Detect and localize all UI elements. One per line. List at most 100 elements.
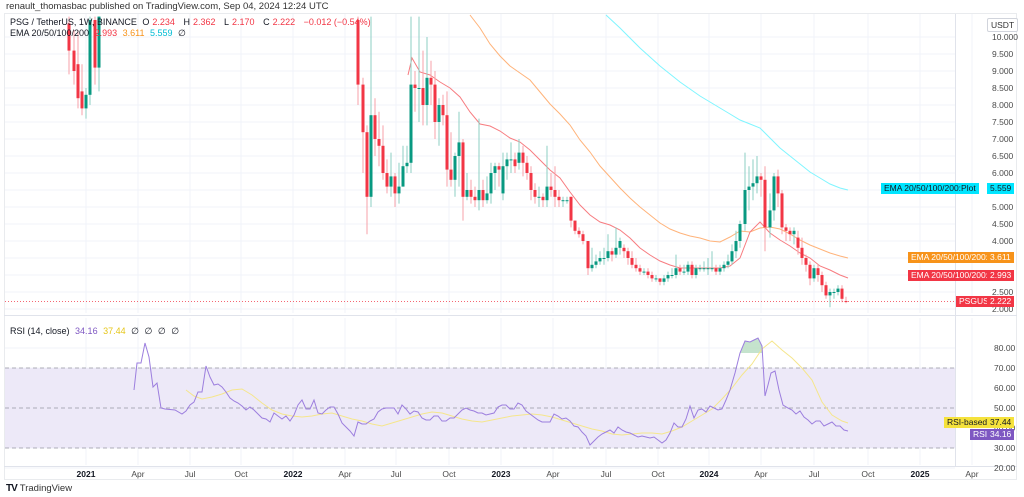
candle[interactable]: [473, 196, 477, 201]
candle[interactable]: [573, 220, 577, 231]
candle[interactable]: [751, 183, 755, 187]
candle[interactable]: [577, 230, 581, 235]
candle[interactable]: [844, 301, 848, 303]
candle[interactable]: [88, 20, 92, 95]
candle[interactable]: [747, 186, 751, 190]
candle[interactable]: [630, 258, 634, 265]
candle[interactable]: [80, 91, 84, 109]
candle[interactable]: [586, 241, 590, 269]
candle[interactable]: [397, 186, 401, 194]
ema-legend[interactable]: EMA 20/50/100/200 2.993 3.611 5.559 ∅: [10, 28, 189, 39]
candle[interactable]: [755, 176, 759, 184]
candle[interactable]: [76, 64, 80, 99]
candle[interactable]: [565, 200, 569, 202]
candle[interactable]: [553, 190, 557, 197]
candle[interactable]: [557, 196, 561, 201]
footer-brand[interactable]: TV TradingView: [6, 483, 72, 494]
candle[interactable]: [694, 268, 698, 275]
candle[interactable]: [776, 176, 780, 194]
candle[interactable]: [710, 268, 714, 270]
candle[interactable]: [622, 247, 626, 252]
candle[interactable]: [602, 258, 606, 259]
rsi-legend[interactable]: RSI (14, close) 34.16 37.44 ∅ ∅ ∅ ∅: [10, 326, 182, 337]
candle[interactable]: [690, 264, 694, 275]
candle[interactable]: [832, 292, 836, 293]
candle[interactable]: [706, 268, 710, 270]
candle[interactable]: [722, 264, 726, 269]
candle[interactable]: [618, 241, 622, 248]
candle[interactable]: [666, 275, 670, 279]
candle[interactable]: [445, 115, 449, 170]
candle[interactable]: [788, 230, 792, 235]
candle[interactable]: [800, 247, 804, 258]
candle[interactable]: [581, 234, 585, 241]
candle[interactable]: [812, 268, 816, 279]
candle[interactable]: [93, 20, 97, 68]
candle[interactable]: [670, 275, 674, 276]
candle[interactable]: [517, 152, 521, 163]
candle[interactable]: [646, 271, 650, 275]
candle[interactable]: [594, 261, 598, 265]
candle[interactable]: [808, 264, 812, 279]
candle[interactable]: [772, 176, 776, 211]
time-axis[interactable]: 2021 Apr Jul Oct 2022 Apr Jul Oct 2023 Apr Jul Oct 2…: [77, 469, 979, 479]
candle[interactable]: [537, 196, 541, 198]
candle[interactable]: [804, 258, 808, 265]
candle[interactable]: [465, 190, 469, 197]
candle[interactable]: [509, 159, 513, 161]
candle[interactable]: [678, 268, 682, 272]
candle[interactable]: [493, 166, 497, 173]
candle[interactable]: [541, 196, 545, 201]
candle[interactable]: [505, 159, 509, 167]
candle[interactable]: [497, 166, 501, 170]
candle[interactable]: [501, 166, 505, 194]
candle[interactable]: [768, 210, 772, 228]
candle[interactable]: [714, 268, 718, 272]
candle[interactable]: [393, 176, 397, 194]
candle[interactable]: [401, 166, 405, 187]
candle[interactable]: [457, 142, 461, 156]
candle[interactable]: [533, 190, 537, 197]
candle[interactable]: [658, 278, 662, 282]
candle[interactable]: [674, 268, 678, 275]
candle[interactable]: [730, 251, 734, 262]
candle[interactable]: [361, 84, 365, 133]
candle[interactable]: [734, 241, 738, 252]
candle[interactable]: [461, 142, 465, 197]
candle[interactable]: [796, 237, 800, 248]
candle[interactable]: [702, 268, 706, 270]
candle[interactable]: [381, 145, 385, 173]
candle[interactable]: [738, 224, 742, 241]
candle[interactable]: [485, 193, 489, 201]
candle[interactable]: [763, 179, 767, 228]
candle[interactable]: [449, 169, 453, 180]
candle[interactable]: [425, 77, 429, 105]
candle[interactable]: [610, 251, 614, 255]
candle[interactable]: [481, 190, 485, 201]
candle[interactable]: [521, 152, 525, 163]
currency-button[interactable]: USDT: [987, 18, 1019, 32]
candle[interactable]: [650, 275, 654, 279]
candle[interactable]: [385, 173, 389, 187]
candle[interactable]: [816, 268, 820, 275]
candle[interactable]: [598, 258, 602, 262]
candle[interactable]: [377, 139, 381, 146]
candle[interactable]: [441, 105, 445, 116]
candle[interactable]: [369, 115, 373, 197]
candle[interactable]: [828, 292, 832, 296]
candle[interactable]: [469, 190, 473, 197]
candle[interactable]: [529, 173, 533, 190]
candle[interactable]: [654, 278, 658, 280]
candle[interactable]: [525, 162, 529, 173]
candle[interactable]: [642, 271, 646, 273]
candle[interactable]: [824, 285, 828, 296]
candle[interactable]: [549, 186, 553, 190]
candle[interactable]: [413, 84, 417, 88]
candle[interactable]: [513, 159, 517, 167]
candle[interactable]: [389, 176, 393, 187]
candle[interactable]: [365, 132, 369, 197]
candle[interactable]: [820, 275, 824, 286]
candle[interactable]: [718, 268, 722, 272]
candle[interactable]: [698, 268, 702, 270]
candle[interactable]: [545, 186, 549, 201]
